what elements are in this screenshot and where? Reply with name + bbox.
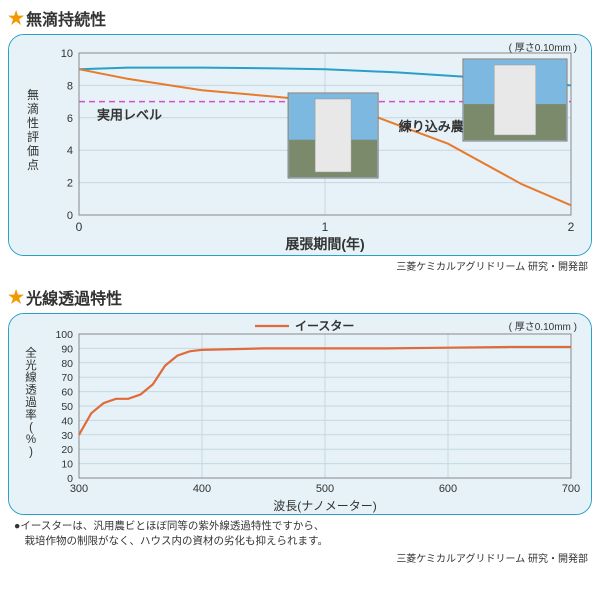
chart2-thickness: ( 厚さ0.10mm ) — [509, 318, 577, 333]
svg-text:400: 400 — [193, 483, 211, 495]
svg-text:10: 10 — [61, 459, 73, 471]
svg-text:500: 500 — [316, 483, 334, 495]
svg-text:8: 8 — [67, 80, 73, 92]
star-icon: ★ — [8, 8, 24, 29]
svg-text:30: 30 — [61, 430, 73, 442]
section-durability: ★ 無滴持続性 ( 厚さ0.10mm ) 0246810012実用レベル練り込み… — [0, 0, 600, 279]
svg-text:10: 10 — [61, 48, 73, 60]
svg-text:20: 20 — [61, 444, 73, 456]
svg-text:2: 2 — [568, 220, 575, 234]
svg-text:90: 90 — [61, 343, 73, 355]
section2-title-row: ★ 光線透過特性 — [0, 279, 600, 313]
chart1-thickness: ( 厚さ0.10mm ) — [509, 39, 577, 54]
chart1-credit: 三菱ケミカルアグリドリーム 研究・開発部 — [0, 256, 600, 279]
svg-text:300: 300 — [70, 483, 88, 495]
svg-text:70: 70 — [61, 372, 73, 384]
chart2-panel: ( 厚さ0.10mm ) 010203040506070809010030040… — [8, 313, 592, 515]
chart2-svg: 0102030405060708090100300400500600700イース… — [9, 314, 591, 514]
section1-title-row: ★ 無滴持続性 — [0, 0, 600, 34]
svg-text:全光線透過率(%): 全光線透過率(%) — [25, 345, 37, 458]
svg-text:60: 60 — [61, 387, 73, 399]
chart2-credit: 三菱ケミカルアグリドリーム 研究・開発部 — [0, 548, 600, 571]
footnote-line2: 栽培作物の制限がなく、ハウス内の資材の劣化も抑えられます。 — [14, 534, 586, 549]
svg-text:波長(ナノメーター): 波長(ナノメーター) — [273, 499, 376, 513]
svg-text:80: 80 — [61, 358, 73, 370]
svg-text:無滴性評価点: 無滴性評価点 — [27, 87, 39, 172]
footnote: ●イースターは、汎用農ビとほぼ同等の紫外線透過特性ですから、 栽培作物の制限がな… — [0, 515, 600, 548]
chart1-svg: 0246810012実用レベル練り込み農PO無滴性評価点展張期間(年) — [9, 35, 591, 255]
svg-text:50: 50 — [61, 401, 73, 413]
svg-text:100: 100 — [55, 329, 73, 341]
svg-text:イースター: イースター — [295, 319, 354, 333]
svg-text:700: 700 — [562, 483, 580, 495]
star-icon: ★ — [8, 287, 24, 308]
svg-text:600: 600 — [439, 483, 457, 495]
svg-text:6: 6 — [67, 113, 73, 125]
chart1-panel: ( 厚さ0.10mm ) 0246810012実用レベル練り込み農PO無滴性評価… — [8, 34, 592, 256]
svg-text:4: 4 — [67, 145, 73, 157]
svg-text:1: 1 — [322, 220, 329, 234]
svg-text:実用レベル: 実用レベル — [97, 108, 162, 123]
section1-title: 無滴持続性 — [26, 6, 106, 30]
svg-text:0: 0 — [67, 210, 73, 222]
svg-text:0: 0 — [76, 220, 83, 234]
svg-text:展張期間(年): 展張期間(年) — [285, 236, 364, 252]
footnote-line1: ●イースターは、汎用農ビとほぼ同等の紫外線透過特性ですから、 — [14, 519, 586, 534]
svg-text:40: 40 — [61, 415, 73, 427]
section2-title: 光線透過特性 — [26, 285, 122, 309]
section-transmission: ★ 光線透過特性 ( 厚さ0.10mm ) 010203040506070809… — [0, 279, 600, 571]
svg-text:2: 2 — [67, 178, 73, 190]
